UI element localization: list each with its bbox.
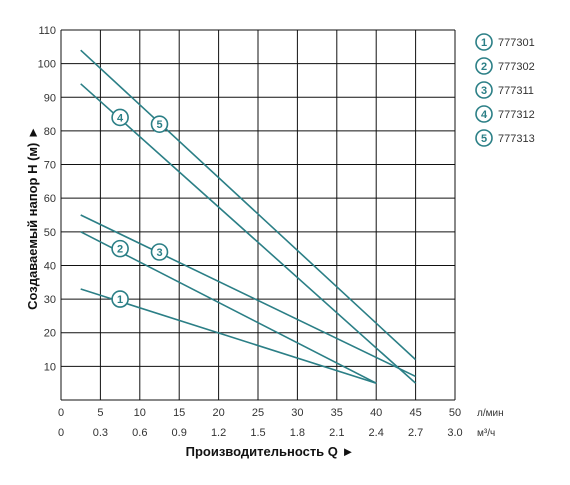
- x-tick-label-m3h: 3.0: [447, 427, 462, 439]
- x-axis-label: Производительность Q ►: [186, 444, 355, 459]
- legend-entry-5: 777313: [498, 133, 535, 145]
- series-line-1: [80, 288, 377, 384]
- series-marker-label-2: 2: [117, 244, 123, 256]
- series-markers: 1 2 3 4 5: [111, 108, 169, 308]
- legend-marker-2: [475, 57, 493, 75]
- y-tick-label: 50: [44, 227, 56, 239]
- legend-entry-3: 777311: [498, 85, 534, 97]
- series-marker-label-4: 4: [117, 112, 124, 124]
- x-tick-label-lpm: 20: [212, 407, 224, 419]
- series-line-3: [80, 214, 416, 378]
- series-marker-4: [111, 108, 129, 127]
- legend-marker-5: [475, 129, 493, 147]
- x-tick-label-m3h: 0.3: [93, 427, 108, 439]
- series-marker-label-3: 3: [156, 247, 162, 259]
- series-line-2: [80, 231, 377, 384]
- x-tick-label-m3h: 0: [58, 427, 64, 439]
- series-line-5: [80, 49, 417, 361]
- x-tick-label-lpm: 0: [58, 407, 64, 419]
- x-tick-label-m3h: 1.8: [290, 427, 305, 439]
- x-tick-label-m3h: 1.2: [211, 427, 226, 439]
- series-marker-label-1: 1: [117, 294, 123, 306]
- x-tick-labels-m3h: 0 0.3 0.6 0.9 1.2 1.5 1.8 2.1 2.4 2.7 3.0: [58, 427, 463, 439]
- y-tick-label: 40: [44, 260, 56, 272]
- x-tick-label-m3h: 2.1: [329, 427, 344, 439]
- legend-marker-label-4: 4: [481, 109, 488, 121]
- x-tick-label-lpm: 35: [331, 407, 343, 419]
- series-lines: [80, 49, 417, 384]
- series-marker-2: [111, 239, 129, 258]
- x-tick-label-lpm: 5: [97, 407, 103, 419]
- y-tick-label: 70: [44, 160, 56, 172]
- series-marker-1: [111, 290, 129, 308]
- y-tick-label: 80: [44, 126, 56, 138]
- x-tick-label-m3h: 2.4: [369, 427, 384, 439]
- x-tick-label-lpm: 40: [370, 407, 382, 419]
- legend-marker-3: [475, 81, 493, 99]
- legend-marker-label-5: 5: [481, 133, 487, 145]
- legend-entry-4: 777312: [498, 109, 535, 121]
- series-marker-3: [150, 243, 169, 261]
- series-line-4: [80, 83, 417, 384]
- legend-marker-4: [475, 105, 493, 123]
- x-tick-label-m3h: 1.5: [250, 427, 265, 439]
- y-tick-labels: 10 20 30 40 50 60 70 80 90 100 110: [38, 25, 56, 373]
- x-tick-labels-lpm: 0 5 10 15 20 25 30 35 40 45 50: [58, 407, 461, 419]
- x-tick-label-lpm: 45: [409, 407, 421, 419]
- x-tick-label-m3h: 0.9: [172, 427, 187, 439]
- x-unit-secondary: м³/ч: [477, 428, 495, 439]
- chart-grid: [60, 29, 456, 401]
- legend-marker-1: [475, 33, 493, 51]
- legend-entry-2: 777302: [498, 61, 535, 73]
- x-tick-label-m3h: 0.6: [132, 427, 147, 439]
- series-marker-5: [150, 115, 169, 133]
- x-tick-label-m3h: 2.7: [408, 427, 423, 439]
- y-tick-label: 110: [38, 25, 56, 37]
- x-tick-label-lpm: 15: [173, 407, 185, 419]
- y-tick-label: 10: [44, 361, 56, 373]
- x-tick-label-lpm: 25: [252, 407, 264, 419]
- x-tick-label-lpm: 50: [449, 407, 461, 419]
- y-tick-label: 60: [44, 193, 56, 205]
- y-tick-label: 100: [38, 59, 56, 71]
- x-tick-label-lpm: 10: [134, 407, 146, 419]
- series-marker-label-5: 5: [156, 119, 162, 131]
- legend-marker-label-1: 1: [481, 37, 487, 49]
- y-axis-label: Создаваемый напор H (м) ►: [25, 126, 40, 310]
- legend-marker-label-3: 3: [481, 85, 487, 97]
- y-tick-label: 90: [44, 92, 56, 104]
- legend: 1 777301 2 777302 3 777311 4 777312 5 777313: [475, 33, 535, 147]
- y-tick-label: 20: [44, 328, 56, 340]
- y-tick-label: 30: [44, 294, 56, 306]
- legend-entry-1: 777301: [498, 37, 535, 49]
- legend-marker-label-2: 2: [481, 61, 487, 73]
- x-unit-primary: л/мин: [477, 408, 504, 419]
- x-tick-label-lpm: 30: [291, 407, 303, 419]
